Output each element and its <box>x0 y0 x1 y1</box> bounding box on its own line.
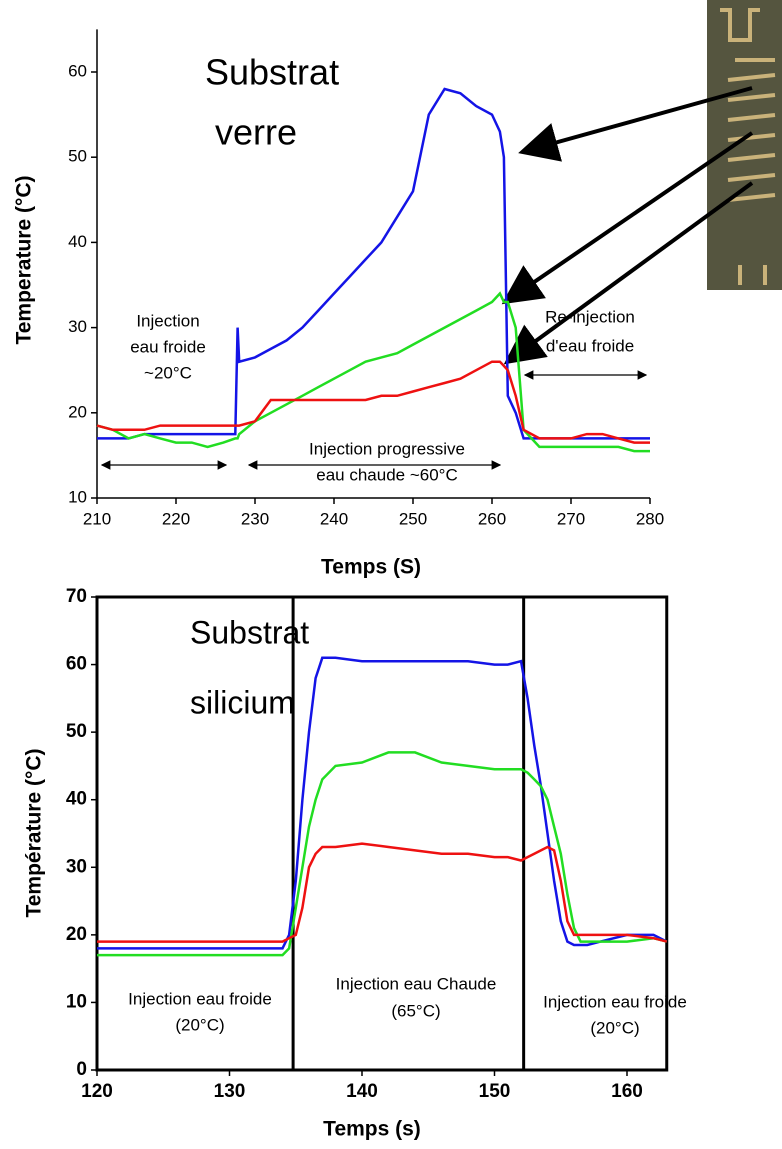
y-tick-label: 30 <box>68 317 87 336</box>
annotation: (65°C) <box>391 1001 440 1020</box>
annotation: Re-injection <box>545 307 635 326</box>
annotation: eau froide <box>130 337 206 356</box>
x-axis-label: Temps (S) <box>321 556 421 579</box>
x-tick-label: 130 <box>214 1081 246 1102</box>
x-tick-label: 150 <box>479 1081 511 1102</box>
pointer-arrows <box>501 86 754 365</box>
series-line <box>97 842 668 943</box>
chip-photo <box>707 0 782 290</box>
y-tick-label: 20 <box>66 924 87 945</box>
x-axis-label: Temps (s) <box>323 1118 421 1141</box>
annotation: d'eau froide <box>546 336 634 355</box>
x-tick-label: 210 <box>83 509 111 528</box>
y-tick-label: 50 <box>66 721 87 742</box>
x-tick-label: 120 <box>81 1081 113 1102</box>
y-tick-label: 10 <box>66 991 87 1012</box>
y-axis-label: Température (°C) <box>23 748 46 917</box>
panel-title: verre <box>215 112 297 153</box>
panel-title: silicium <box>190 684 295 720</box>
span-arrows <box>100 370 648 470</box>
x-tick-label: 140 <box>346 1081 378 1102</box>
series-line <box>96 291 650 453</box>
series-line <box>96 360 650 444</box>
x-tick-label: 220 <box>162 509 190 528</box>
annotation: Injection eau froide <box>128 989 272 1008</box>
y-tick-label: 60 <box>68 61 87 80</box>
chart: 10 20 30 40 50 60 210 220 230 240 250 260 270 280 Subs… <box>13 29 664 579</box>
x-tick-label: 250 <box>399 509 427 528</box>
x-tick-label: 260 <box>478 509 506 528</box>
y-tick-label: 10 <box>68 487 87 506</box>
x-tick-label: 240 <box>320 509 348 528</box>
annotation: eau chaude ~60°C <box>316 465 458 484</box>
annotation: Injection eau Chaude <box>336 974 497 993</box>
annotation: Injection <box>136 311 199 330</box>
y-tick-label: 50 <box>68 147 87 166</box>
annotation: Injection eau froide <box>543 992 687 1011</box>
y-axis-label: Temperature (°C) <box>13 175 36 344</box>
panel-title: Substrat <box>190 614 309 650</box>
y-tick-label: 40 <box>66 789 87 810</box>
series-line <box>97 656 668 950</box>
chart: 0 10 20 30 40 50 60 70 120 130 140 150 160 Substrat si… <box>23 586 687 1141</box>
y-tick-label: 60 <box>66 654 87 675</box>
x-tick-label: 270 <box>557 509 585 528</box>
panel-title: Substrat <box>205 52 339 93</box>
series-line <box>97 751 668 957</box>
y-tick-label: 0 <box>76 1059 87 1080</box>
x-tick-label: 160 <box>611 1081 643 1102</box>
x-tick-label: 230 <box>241 509 269 528</box>
y-tick-label: 70 <box>66 586 87 607</box>
plot-frame <box>95 595 669 1072</box>
annotation: (20°C) <box>175 1015 224 1034</box>
x-tick-label: 280 <box>636 509 664 528</box>
annotation: ~20°C <box>144 363 192 382</box>
annotation: (20°C) <box>590 1018 639 1037</box>
annotation: Injection progressive <box>309 439 465 458</box>
y-tick-label: 40 <box>68 232 87 251</box>
y-tick-label: 30 <box>66 856 87 877</box>
y-tick-label: 20 <box>68 402 87 421</box>
